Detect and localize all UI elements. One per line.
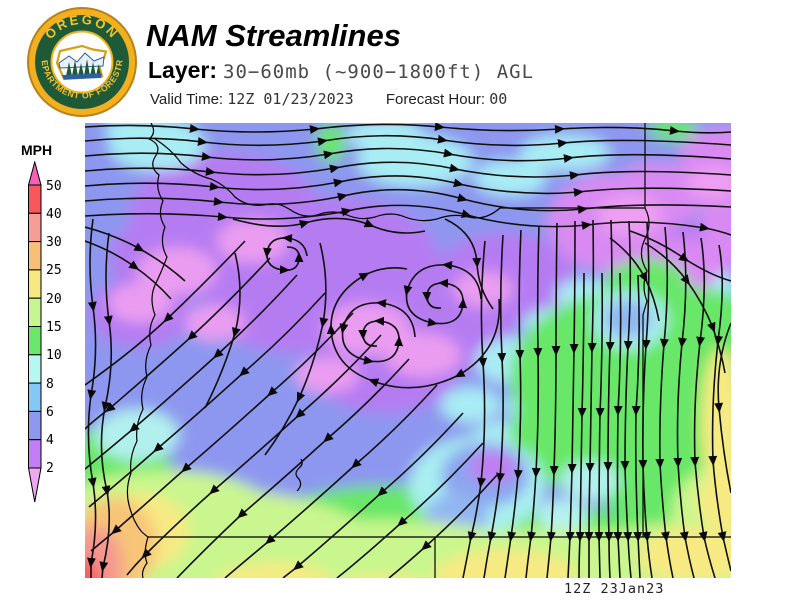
colorbar-segment (28, 241, 42, 271)
colorbar-segment (28, 382, 42, 412)
colorbar-segment (28, 410, 42, 441)
colorbar-segment (28, 439, 42, 469)
colorbar-top-arrow (28, 161, 42, 186)
colorbar-tick: 2 (46, 461, 54, 476)
colorbar-tick: 10 (46, 348, 62, 363)
wind-speed-field (85, 123, 731, 578)
layer-label: Layer: (148, 57, 218, 83)
valid-time-row: Valid Time: 12Z 01/23/2023 Forecast Hour… (150, 90, 507, 108)
colorbar-segment (28, 297, 42, 327)
forecast-hour-label: Forecast Hour: (385, 91, 486, 108)
layer-row: Layer: 30−60mb (~900−1800ft) AGL (148, 57, 534, 84)
colorbar-tick: 8 (46, 377, 54, 392)
valid-time-value: 12Z 01/23/2023 (227, 90, 354, 108)
forecast-hour-value: 00 (489, 90, 508, 108)
valid-time-label: Valid Time: (150, 91, 224, 108)
colorbar-segment (28, 212, 42, 243)
colorbar-segment (28, 184, 42, 214)
legend-units-label: MPH (21, 142, 53, 158)
odf-logo: OREGON DEPARTMENT OF FORESTRY (26, 6, 137, 117)
layer-value: 30−60mb (~900−1800ft) AGL (223, 61, 535, 83)
colorbar-tick: 15 (46, 320, 62, 335)
tree-icons (66, 59, 101, 76)
colorbar-tick: 30 (46, 235, 62, 250)
colorbar-segment (28, 326, 42, 356)
colorbar-bottom-arrow (28, 467, 42, 503)
colorbar-tick: 25 (46, 263, 62, 278)
colorbar-tick: 20 (46, 292, 62, 307)
streamline-map (85, 123, 731, 578)
colorbar-tick: 4 (46, 433, 54, 448)
map-timestamp: 12Z 23Jan23 (564, 581, 665, 597)
colorbar-segment (28, 269, 42, 299)
colorbar-tick: 6 (46, 405, 54, 420)
colorbar-tick: 40 (46, 207, 62, 222)
streamlines (85, 123, 731, 578)
colorbar-segment (28, 354, 42, 384)
page-title: NAM Streamlines (146, 18, 401, 53)
oregon-emblem (55, 44, 108, 81)
speed-colorbar: 50 40 30 25 20 15 10 8 6 4 2 (28, 161, 62, 503)
colorbar-tick: 50 (46, 179, 62, 194)
